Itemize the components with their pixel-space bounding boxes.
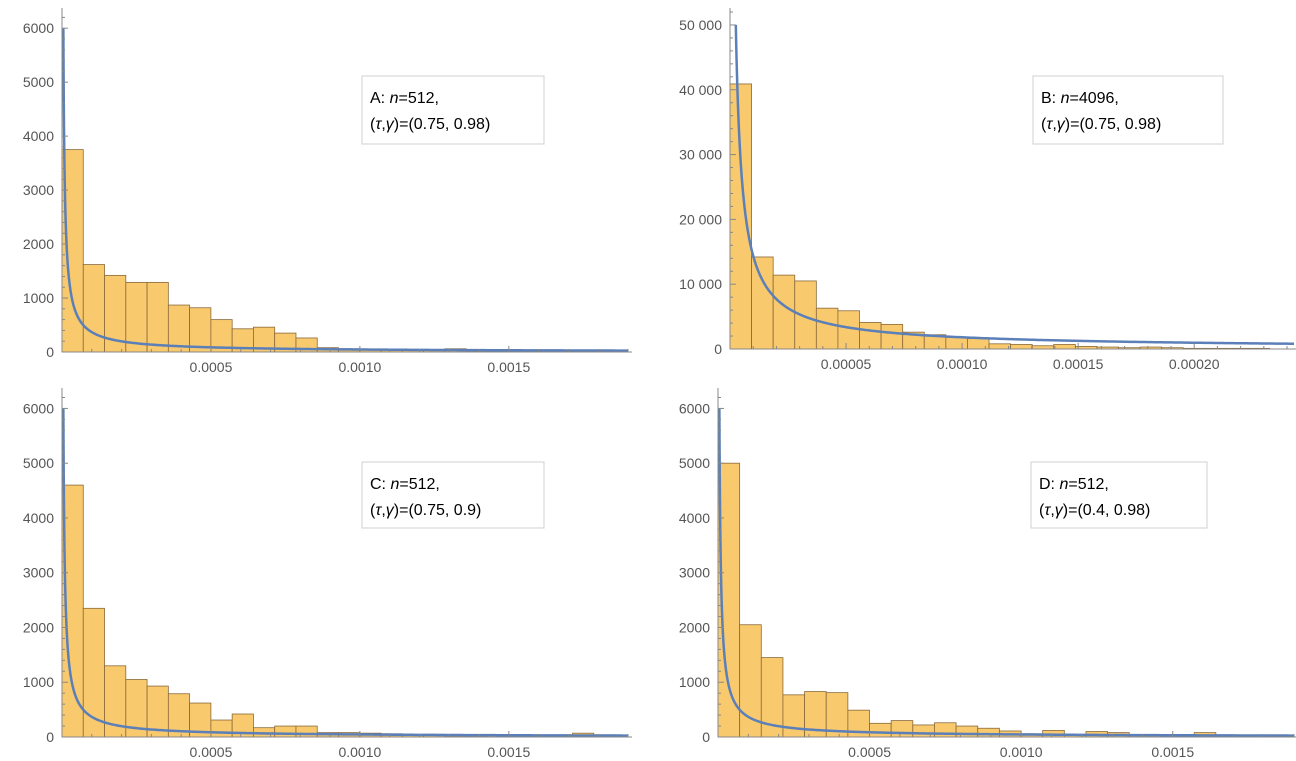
x-tick-label: 0.0015 xyxy=(487,359,530,375)
legend-line-2: (τ,γ)=(0.75, 0.98) xyxy=(370,116,490,133)
histogram-bar xyxy=(1053,344,1076,350)
y-tick-label: 4000 xyxy=(23,128,54,144)
x-tick-label: 0.00010 xyxy=(937,356,988,372)
legend-box: B: n=4096, (τ,γ)=(0.75, 0.98) xyxy=(1032,75,1224,145)
legend-line-1: C: n=512, xyxy=(370,476,440,493)
y-tick-label: 3000 xyxy=(23,182,54,198)
histogram-bar xyxy=(146,281,169,353)
histogram-bar xyxy=(751,256,774,350)
x-tick-label: 0.0010 xyxy=(338,744,381,760)
histogram-bar xyxy=(912,724,935,738)
y-tick-label: 40 000 xyxy=(679,82,722,98)
histogram-bar xyxy=(295,725,318,738)
legend-line-2: (τ,γ)=(0.4, 0.98) xyxy=(1039,502,1150,519)
x-axis: 0.00005 0.00010 0.00015 0.00020 xyxy=(730,343,1296,372)
x-tick-label: 0.0005 xyxy=(848,744,891,760)
y-axis: 0 1000 2000 3000 4000 5000 6000 xyxy=(679,388,724,745)
x-tick-label: 0.0005 xyxy=(190,744,233,760)
histogram-bar xyxy=(955,725,979,738)
histogram-bar xyxy=(782,694,805,738)
histogram-bar xyxy=(274,725,297,738)
histogram-bar xyxy=(977,727,1000,738)
y-axis: 0 1000 2000 3000 4000 5000 6000 xyxy=(23,388,68,745)
x-tick-label: 0.0010 xyxy=(1000,744,1043,760)
legend-box: A: n=512, (τ,γ)=(0.75, 0.98) xyxy=(361,75,545,145)
y-tick-label: 3000 xyxy=(23,565,54,581)
legend-line-1: A: n=512, xyxy=(370,90,439,107)
histogram-bar xyxy=(988,343,1012,350)
x-tick-label: 0.0015 xyxy=(487,744,530,760)
x-tick-label: 0.00020 xyxy=(1169,356,1220,372)
y-tick-label: 5000 xyxy=(23,74,54,90)
y-tick-label: 0 xyxy=(46,729,54,745)
histogram-bar xyxy=(859,322,882,350)
y-tick-label: 2000 xyxy=(23,236,54,252)
density-curve xyxy=(62,28,629,352)
legend-frame xyxy=(361,75,545,145)
x-tick-label: 0.0010 xyxy=(338,359,381,375)
y-tick-label: 2000 xyxy=(679,619,710,635)
legend-box: D: n=512, (τ,γ)=(0.4, 0.98) xyxy=(1030,461,1208,529)
histogram-bar xyxy=(815,307,839,350)
legend-line-1: D: n=512, xyxy=(1039,476,1109,493)
y-tick-label: 3000 xyxy=(679,565,710,581)
x-tick-label: 0.00015 xyxy=(1053,356,1104,372)
y-tick-label: 4000 xyxy=(23,510,54,526)
histogram-bar xyxy=(945,336,968,350)
y-tick-label: 0 xyxy=(46,344,54,360)
x-tick-label: 0.00005 xyxy=(821,356,872,372)
bars-group xyxy=(61,149,616,353)
y-tick-label: 50 000 xyxy=(679,17,722,33)
x-axis: 0.0005 0.0010 0.0015 xyxy=(718,731,1296,760)
y-tick-label: 4000 xyxy=(679,510,710,526)
histogram-bar xyxy=(890,720,914,738)
histogram-bar xyxy=(880,323,904,350)
y-tick-label: 20 000 xyxy=(679,211,722,227)
legend-frame xyxy=(361,461,545,529)
legend-frame xyxy=(1030,461,1208,529)
x-tick-label: 0.0005 xyxy=(190,359,233,375)
histogram-bar xyxy=(189,307,212,353)
y-tick-label: 2000 xyxy=(23,619,54,635)
x-axis: 0.0005 0.0010 0.0015 xyxy=(62,731,632,760)
y-tick-label: 1000 xyxy=(679,674,710,690)
density-curve xyxy=(734,24,1295,345)
y-tick-label: 1000 xyxy=(23,290,54,306)
density-curve xyxy=(718,408,1295,737)
histogram-bar xyxy=(729,83,752,350)
y-axis: 0 1000 2000 3000 4000 5000 6000 xyxy=(23,8,68,360)
y-tick-label: 10 000 xyxy=(679,276,722,292)
legend-frame xyxy=(1032,75,1224,145)
y-tick-label: 6000 xyxy=(23,20,54,36)
histogram-bar xyxy=(82,264,105,353)
y-tick-label: 6000 xyxy=(23,400,54,416)
histogram-bar xyxy=(210,719,233,738)
histogram-bar xyxy=(869,722,892,738)
y-tick-label: 6000 xyxy=(679,400,710,416)
y-axis: 0 10 000 20 000 30 000 40 000 50 000 xyxy=(679,8,736,357)
y-tick-label: 30 000 xyxy=(679,147,722,163)
legend-line-1: B: n=4096, xyxy=(1041,90,1119,107)
y-tick-label: 1000 xyxy=(23,674,54,690)
y-tick-label: 5000 xyxy=(23,455,54,471)
legend-line-2: (τ,γ)=(0.75, 0.9) xyxy=(370,502,481,519)
histogram-bar xyxy=(1010,344,1033,350)
legend-line-2: (τ,γ)=(0.75, 0.98) xyxy=(1041,116,1161,133)
legend-box: C: n=512, (τ,γ)=(0.75, 0.9) xyxy=(361,461,545,529)
x-tick-label: 0.0015 xyxy=(1151,744,1194,760)
y-tick-label: 0 xyxy=(702,729,710,745)
bars-group xyxy=(729,83,1271,350)
y-tick-label: 5000 xyxy=(679,455,710,471)
density-curve xyxy=(62,408,629,737)
histogram-bar xyxy=(772,274,796,350)
y-tick-label: 0 xyxy=(714,341,722,357)
x-axis: 0.0005 0.0010 0.0015 xyxy=(62,346,632,375)
